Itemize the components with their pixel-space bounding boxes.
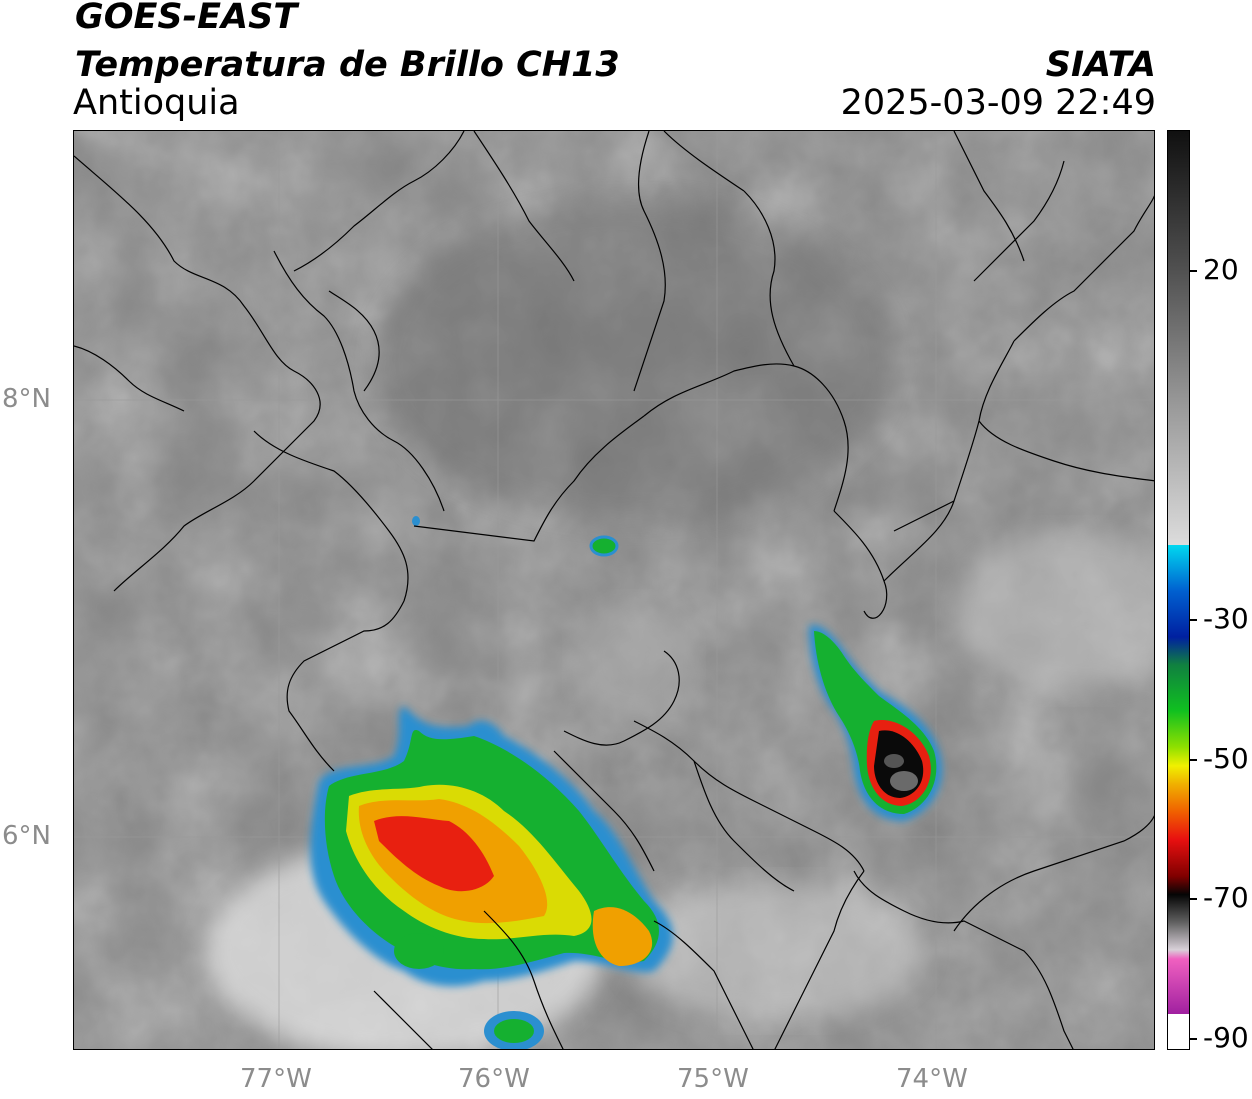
colorbar bbox=[1167, 130, 1190, 1050]
colorbar-tick-minus70 bbox=[1190, 898, 1197, 900]
lon-label-74W: 74°W bbox=[896, 1064, 968, 1094]
bright-cloud-east bbox=[954, 531, 1154, 691]
colorbar-tick-20 bbox=[1190, 270, 1197, 272]
colorbar-label-minus90: -90 bbox=[1203, 1021, 1249, 1054]
region-label: Antioquia bbox=[73, 83, 240, 123]
product-title: Temperatura de Brillo CH13 bbox=[75, 45, 620, 85]
colorbar-tick-minus30 bbox=[1190, 619, 1197, 621]
lon-label-76W: 76°W bbox=[458, 1064, 530, 1094]
colorbar-label-minus50: -50 bbox=[1203, 742, 1249, 775]
colorbar-tick-minus90 bbox=[1190, 1038, 1197, 1040]
satellite-title: GOES-EAST bbox=[75, 0, 298, 37]
colorbar-tick-minus50 bbox=[1190, 759, 1197, 761]
bright-cloud-center bbox=[574, 601, 694, 721]
convective-cell-east bbox=[809, 625, 943, 821]
map-canvas bbox=[74, 131, 1154, 1049]
lon-label-75W: 75°W bbox=[677, 1064, 749, 1094]
lon-label-77W: 77°W bbox=[240, 1064, 312, 1094]
lat-label-6N: 6°N bbox=[2, 821, 51, 851]
colorbar-gradient bbox=[1168, 131, 1189, 1049]
bright-cloud-southeast bbox=[624, 881, 924, 1021]
agency-label: SIATA bbox=[1045, 45, 1156, 85]
colorbar-label-minus30: -30 bbox=[1203, 602, 1249, 635]
satellite-map[interactable] bbox=[73, 130, 1155, 1050]
borders bbox=[74, 131, 1154, 1049]
datetime-label: 2025-03-09 22:49 bbox=[840, 83, 1156, 123]
dark-region bbox=[374, 201, 894, 521]
isolated-cell-northwest bbox=[412, 516, 420, 526]
convective-system-southwest bbox=[310, 706, 673, 1049]
lat-label-8N: 8°N bbox=[2, 384, 51, 414]
isolated-cell-north bbox=[589, 535, 619, 557]
colorbar-label-minus70: -70 bbox=[1203, 881, 1249, 914]
colorbar-label-20: 20 bbox=[1203, 253, 1239, 286]
